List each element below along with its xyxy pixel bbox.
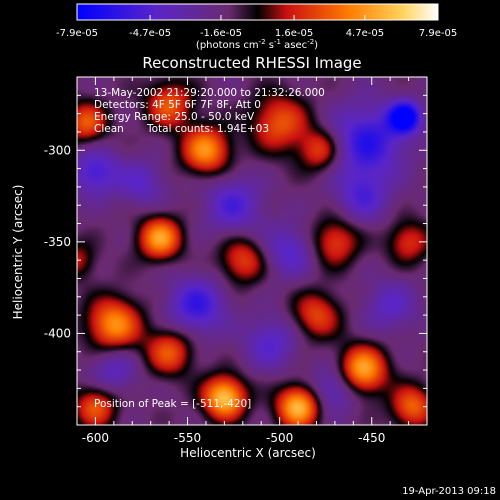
footer-timestamp: 19-Apr-2013 09:18 [402,486,496,497]
plot-frame [76,76,428,426]
colorbar-tick-label: 4.7e-05 [346,28,384,39]
colorbar-tick-label: 1.6e-05 [275,28,313,39]
annotation-energy: Energy Range: 25.0 - 50.0 keV [94,111,255,123]
colorbar-units: (photons cm-2 s-1 asec-2) [196,38,318,51]
heatmap-image [77,77,427,425]
annotation-method: Clean [94,123,124,135]
colorbar-tick-label: -4.7e-05 [129,28,171,39]
colorbar-ticks: -7.9e-05 -4.7e-05 -1.6e-05 1.6e-05 4.7e-05 7.… [56,15,457,39]
x-tick-label: -550 [174,431,201,445]
colorbar-tick-label: -7.9e-05 [56,28,98,39]
annotation-detectors: Detectors: 4F 5F 6F 7F 8F, Att 0 [94,99,261,111]
x-tick-label: -450 [358,431,385,445]
y-tick-label: -350 [44,235,71,249]
x-axis-label: Heliocentric X (arcsec) [180,446,316,460]
x-tick-label: -600 [82,431,109,445]
annotation-peak: Position of Peak = [-511,-420] [94,398,251,410]
colorbar-tick-label: -1.6e-05 [200,28,242,39]
colorbar-tick-label: 7.9e-05 [419,28,457,39]
colorbar [76,3,439,21]
annotation-time-range: 13-May-2002 21:29:20.000 to 21:32:26.000 [94,87,325,99]
annotation-counts: Total counts: 1.94E+03 [146,123,269,135]
y-axis-label: Heliocentric Y (arcsec) [11,185,25,320]
chart-title: Reconstructed RHESSI Image [142,54,361,72]
y-tick-label: -300 [44,143,71,157]
x-axis-ticks: -600 -550 -500 -450 [76,77,428,445]
y-tick-label: -400 [44,326,71,340]
y-axis-ticks: -300 -350 -400 [44,76,427,408]
x-tick-label: -500 [266,431,293,445]
